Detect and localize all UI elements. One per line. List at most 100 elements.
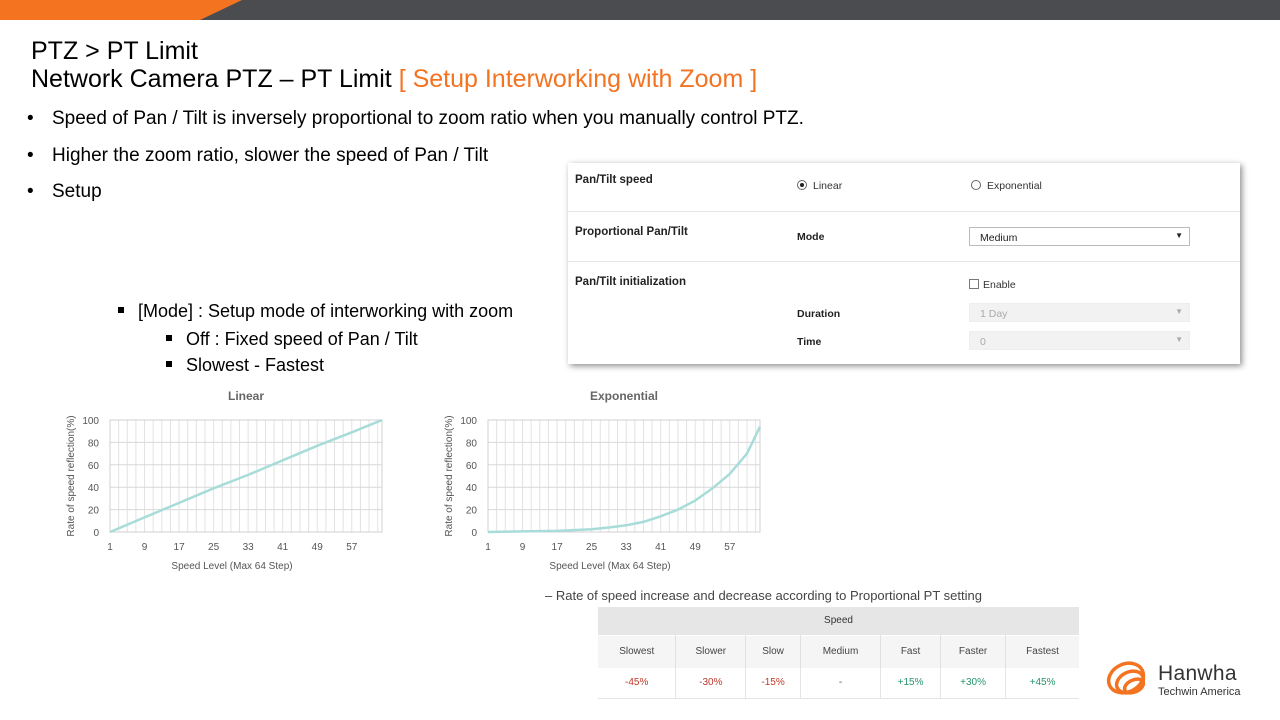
speed-table-labels-row: Slowest Slower Slow Medium Fast Faster Fastest [598, 634, 1079, 668]
x-tick-label: 1 [485, 542, 491, 553]
logo-name: Hanwha [1158, 662, 1237, 685]
x-tick-label: 25 [586, 542, 598, 553]
y-tick-label: 40 [466, 483, 478, 494]
x-tick-label: 17 [552, 542, 564, 553]
bullet-marker: • [27, 145, 34, 166]
speed-col-fast: Fast [880, 634, 942, 668]
checkbox-icon [969, 279, 979, 290]
sub-bullet-text: Off : Fixed speed of Pan / Tilt [186, 329, 418, 349]
row-pan-tilt-speed: Pan/Tilt speed Linear Exponential [568, 163, 1240, 212]
speed-value-medium: - [800, 667, 882, 699]
speed-col-slow: Slow [745, 634, 801, 668]
x-tick-label: 41 [655, 542, 667, 553]
radio-selected-icon [797, 180, 807, 191]
radio-unselected-icon [971, 180, 981, 191]
hanwha-logo: Hanwha Techwin America [1106, 656, 1256, 702]
mode-select-value: Medium [980, 232, 1018, 244]
logo-subtitle: Techwin America [1158, 686, 1241, 698]
speed-value-slow: -15% [745, 667, 801, 699]
mode-label: Mode [797, 231, 825, 243]
subtitle-main: Network Camera PTZ – PT Limit [31, 65, 399, 93]
proportional-label: Proportional Pan/Tilt [575, 226, 688, 238]
slide-subtitle: Network Camera PTZ – PT Limit [ Setup In… [31, 65, 757, 94]
x-tick-label: 49 [690, 542, 702, 553]
sub-bullet-text: [Mode] : Setup mode of interworking with… [138, 301, 514, 321]
x-tick-label: 1 [107, 542, 113, 553]
radio-linear-label: Linear [813, 180, 843, 192]
pan-tilt-speed-label: Pan/Tilt speed [575, 174, 653, 186]
bullet-3: • Setup [27, 181, 102, 203]
x-tick-label: 33 [621, 542, 633, 553]
x-tick-label: 57 [346, 542, 358, 553]
hanwha-logo-icon [1106, 661, 1146, 695]
radio-exponential-label: Exponential [987, 180, 1042, 192]
enable-checkbox[interactable]: Enable [969, 279, 1016, 291]
mode-select[interactable]: Medium ▼ [969, 227, 1190, 246]
time-select[interactable]: 0 ▼ [969, 331, 1190, 350]
chart-title: Linear [228, 389, 264, 403]
speed-table: Speed Slowest Slower Slow Medium Fast Faster F… [598, 607, 1079, 699]
square-bullet-icon [166, 361, 172, 368]
bullet-text: Setup [52, 181, 102, 202]
row-initialization: Pan/Tilt initialization Enable Duration … [568, 262, 1240, 364]
bullet-text: Higher the zoom ratio, slower the speed … [52, 145, 489, 166]
series-line [109, 418, 383, 534]
enable-label: Enable [983, 279, 1016, 291]
y-tick-label: 80 [466, 438, 478, 449]
x-tick-label: 49 [312, 542, 324, 553]
sub-bullet-mode: [Mode] : Setup mode of interworking with… [118, 301, 513, 322]
duration-label: Duration [797, 308, 841, 320]
square-bullet-icon [166, 335, 172, 342]
speed-col-slower: Slower [675, 634, 747, 668]
speed-table-values-row: -45% -30% -15% - +15% +30% +45% [598, 667, 1079, 699]
radio-linear[interactable]: Linear [797, 180, 842, 192]
y-tick-label: 80 [88, 438, 100, 449]
y-tick-label: 0 [93, 528, 99, 539]
speed-col-medium: Medium [800, 634, 882, 668]
charts-svg: Linear 0 20 40 60 80 100 1 9 17 25 33 41 49 57 Speed Le… [66, 389, 762, 572]
x-tick-label: 25 [208, 542, 220, 553]
speed-value-faster: +30% [940, 667, 1007, 699]
y-tick-label: 60 [466, 461, 478, 472]
x-tick-label: 41 [277, 542, 289, 553]
chevron-down-icon: ▼ [1175, 231, 1183, 240]
x-tick-label: 33 [243, 542, 255, 553]
chevron-down-icon: ▼ [1175, 307, 1183, 316]
square-bullet-icon [118, 307, 124, 314]
duration-select-value: 1 Day [980, 308, 1008, 320]
bullet-marker: • [27, 108, 34, 129]
bullet-text: Speed of Pan / Tilt is inversely proport… [52, 108, 804, 129]
speed-col-fastest: Fastest [1005, 634, 1079, 668]
y-tick-label: 60 [88, 461, 100, 472]
slide-title: PTZ > PT Limit [31, 37, 198, 65]
speed-value-fastest: +45% [1005, 667, 1079, 699]
x-tick-label: 9 [142, 542, 148, 553]
y-tick-label: 20 [88, 506, 100, 517]
sub-bullet-range: Slowest - Fastest [166, 355, 324, 376]
duration-select[interactable]: 1 Day ▼ [969, 303, 1190, 322]
plot-frame [487, 419, 761, 533]
y-axis-label: Rate of speed reflection(%) [66, 415, 77, 536]
x-axis-label: Speed Level (Max 64 Step) [171, 561, 292, 572]
pt-settings-panel: Pan/Tilt speed Linear Exponential Propor… [568, 163, 1240, 364]
speed-note: – Rate of speed increase and decrease ac… [545, 588, 982, 603]
init-label: Pan/Tilt initialization [575, 276, 686, 288]
speed-value-slowest: -45% [598, 667, 677, 699]
top-bar-accent-angle [200, 0, 242, 20]
x-tick-label: 57 [724, 542, 736, 553]
y-axis-label: Rate of speed reflection(%) [444, 415, 455, 536]
radio-exponential[interactable]: Exponential [971, 180, 1042, 192]
y-tick-label: 20 [466, 506, 478, 517]
sub-bullet-off: Off : Fixed speed of Pan / Tilt [166, 329, 418, 350]
speed-table-header: Speed [824, 615, 853, 627]
y-tick-label: 100 [460, 416, 477, 427]
bullet-1: • Speed of Pan / Tilt is inversely propor… [27, 108, 804, 130]
y-tick-label: 40 [88, 483, 100, 494]
y-tick-label: 100 [82, 416, 99, 427]
sub-bullet-text: Slowest - Fastest [186, 355, 325, 375]
speed-col-slowest: Slowest [598, 634, 677, 668]
speed-table-header-row: Speed [598, 607, 1079, 635]
bullet-2: • Higher the zoom ratio, slower the speed… [27, 145, 488, 167]
speed-value-slower: -30% [675, 667, 747, 699]
logo-ring [1122, 677, 1146, 695]
